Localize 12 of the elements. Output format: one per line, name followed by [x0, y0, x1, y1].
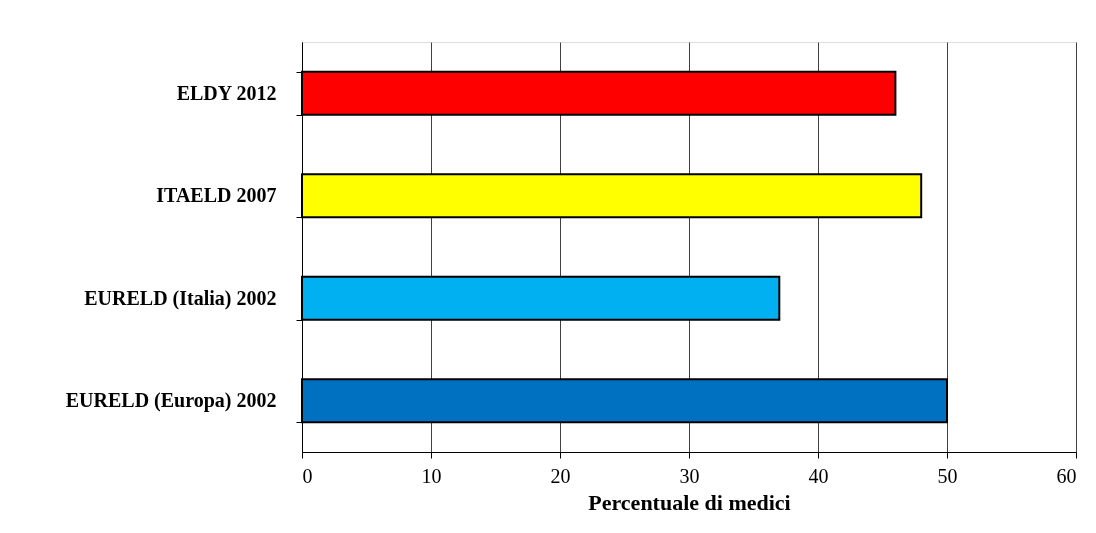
y-tick-label: EURELD (Europa) 2002 [65, 389, 277, 413]
x-tick-label: 20 [550, 464, 571, 487]
y-tick-label: ELDY 2012 [176, 81, 277, 104]
x-tick-label: 30 [679, 464, 700, 487]
x-tick-label: 60 [1056, 464, 1077, 487]
y-tick-label: ITAELD 2007 [156, 184, 277, 207]
x-tick-label: 10 [421, 464, 442, 487]
x-tick-label: 0 [302, 464, 313, 487]
x-tick-label: 40 [808, 464, 829, 487]
x-tick-label: 50 [937, 464, 958, 487]
x-axis-title: Percentuale di medici [588, 489, 791, 515]
y-tick-label: EURELD (Italia) 2002 [84, 286, 277, 310]
